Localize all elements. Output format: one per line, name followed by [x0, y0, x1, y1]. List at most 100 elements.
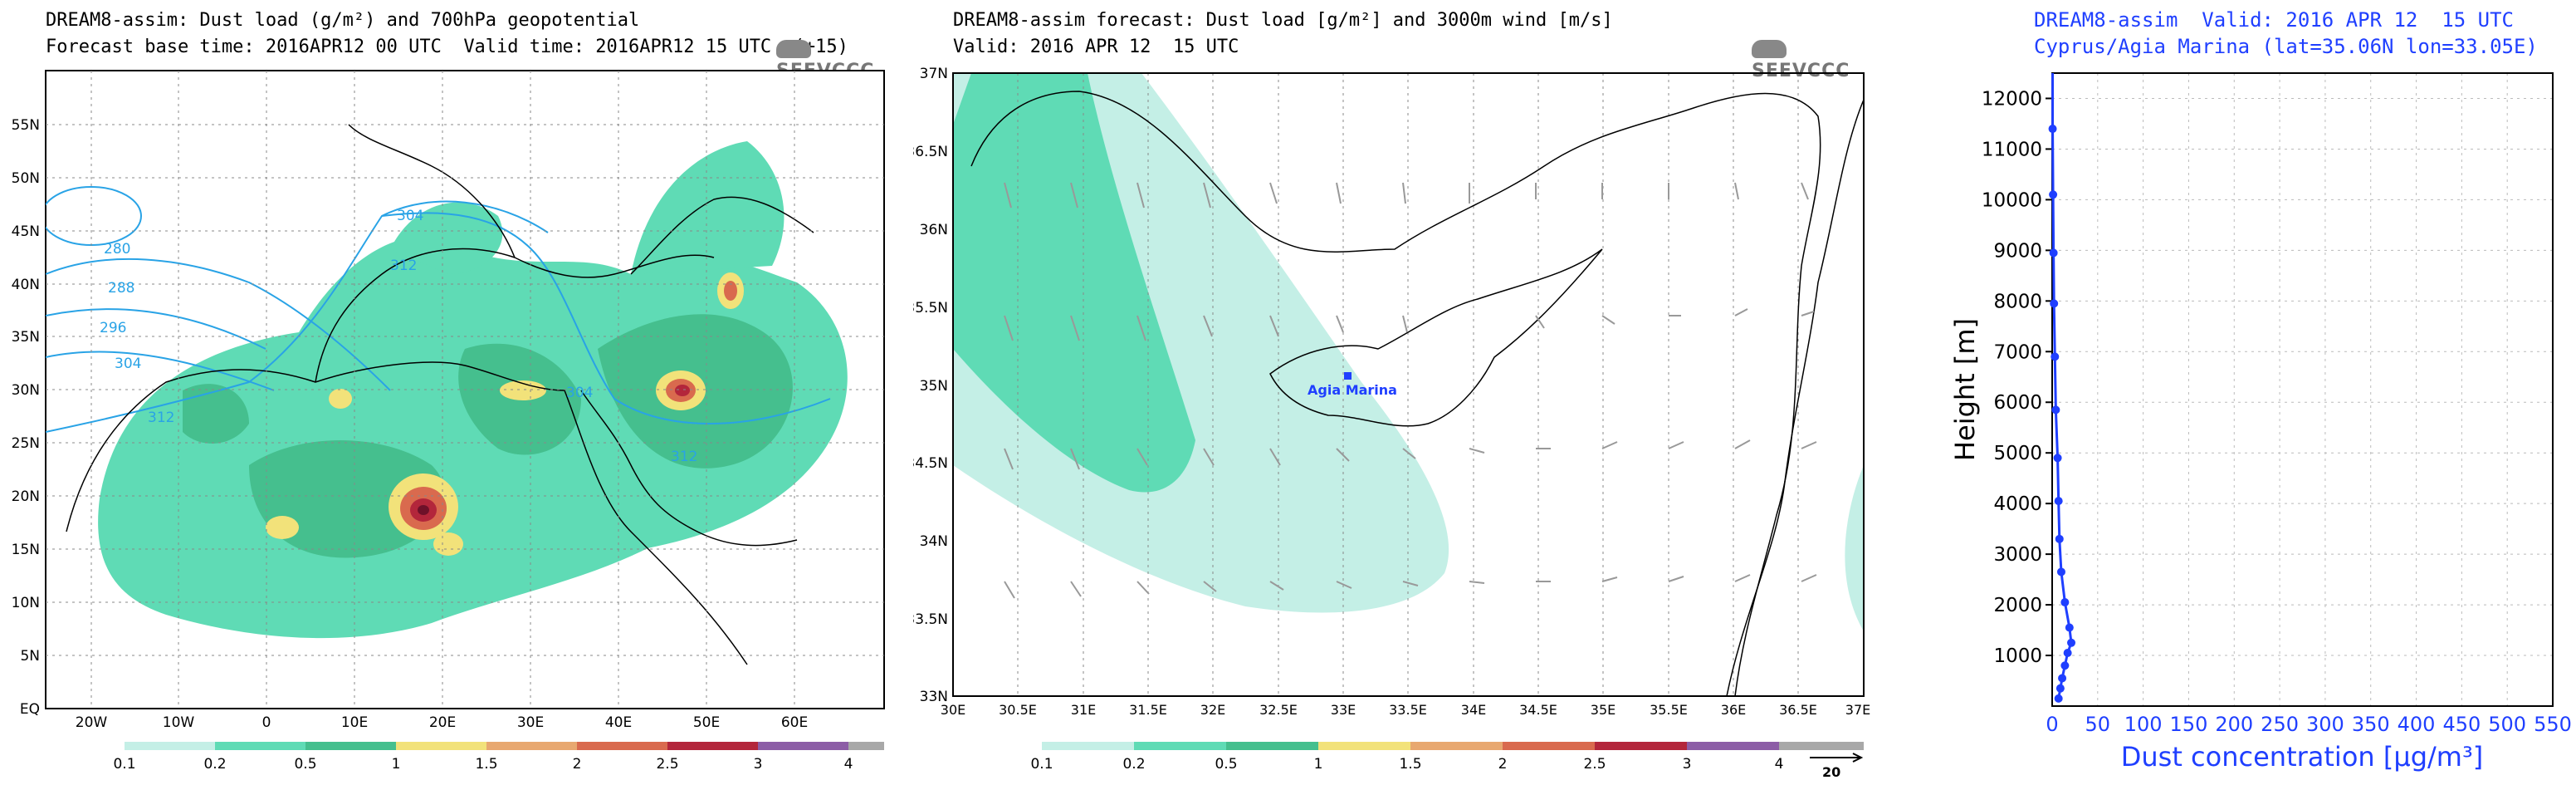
lat-label: 35N	[920, 378, 948, 395]
colorbar-label: 1	[392, 756, 401, 773]
profile-point	[2063, 648, 2072, 657]
profile-point	[2065, 623, 2074, 632]
profile-point	[2058, 674, 2067, 683]
lon-label: 31.5E	[1129, 702, 1167, 718]
y-tick-label: 7000	[1993, 341, 2042, 363]
map2-title-line2: Valid: 2016 APR 12 15 UTC	[953, 37, 1239, 57]
contour-label: 312	[390, 258, 417, 274]
lon-label: 33.5E	[1389, 702, 1427, 718]
x-tick-label: 450	[2442, 713, 2481, 736]
regional-map-panel: DREAM8-assim: Dust load (g/m²) and 700hP…	[0, 0, 897, 785]
y-tick-label: 8000	[1993, 291, 2042, 312]
map1-title-line1: DREAM8-assim: Dust load (g/m²) and 700hP…	[46, 10, 640, 31]
contour-label: 304	[115, 356, 141, 372]
lat-label: 35.5N	[913, 300, 948, 316]
lat-label: 36N	[920, 222, 948, 238]
x-tick-label: 300	[2306, 713, 2344, 736]
x-tick-label: 500	[2488, 713, 2526, 736]
profile-panel: DREAM8-assim Valid: 2016 APR 12 15 UTC C…	[1909, 0, 2576, 785]
contour-label: 296	[100, 320, 126, 336]
colorbar-label: 0.5	[294, 756, 316, 773]
profile-point	[2060, 661, 2070, 670]
colorbar-label: 0.5	[1215, 756, 1237, 773]
lat-label: 50N	[12, 170, 40, 187]
y-tick-label: 12000	[1982, 88, 2042, 110]
x-tick-label: 0	[2046, 713, 2058, 736]
x-axis-label: Dust concentration [µg/m³]	[2121, 741, 2484, 773]
lon-label: 33E	[1331, 702, 1356, 718]
colorbar-label: 2.5	[656, 756, 678, 773]
x-tick-label: 550	[2534, 713, 2572, 736]
contour-label: 304	[566, 385, 593, 401]
station-label: Agia Marina	[1308, 382, 1397, 398]
y-tick-label: 4000	[1993, 493, 2042, 515]
colorbar-label: 1.5	[1399, 756, 1421, 773]
x-tick-label: 400	[2398, 713, 2436, 736]
x-tick-label: 200	[2215, 713, 2253, 736]
lon-label: 36.5E	[1779, 702, 1817, 718]
colorbar-label: 0.1	[113, 756, 135, 773]
profile-point	[2053, 454, 2062, 463]
lat-label: 10N	[12, 595, 40, 611]
map2-title-line1: DREAM8-assim forecast: Dust load [g/m²] …	[953, 10, 1613, 31]
lat-label: 25N	[12, 435, 40, 452]
lat-label: 45N	[12, 223, 40, 240]
colorbar-label: 3	[754, 756, 763, 773]
lat-label: 30N	[12, 382, 40, 399]
contour-label: 304	[397, 208, 423, 224]
lon-label: 32E	[1200, 702, 1225, 718]
lon-label: 30E	[517, 714, 544, 731]
y-tick-label: 10000	[1982, 189, 2042, 211]
lon-label: 10W	[163, 714, 195, 731]
lat-label: 5N	[20, 648, 40, 665]
profile-point	[2051, 405, 2060, 415]
colorbar-label: 4	[1775, 756, 1784, 773]
profile-point	[2055, 684, 2065, 693]
x-tick-label: 50	[2085, 713, 2111, 736]
profile-point	[2051, 352, 2060, 361]
profile-point	[2049, 248, 2058, 258]
regional-dust-map: 280 288 296 304 312 304 312 304 312 55N …	[12, 70, 885, 773]
x-tick-label: 350	[2352, 713, 2390, 736]
lon-label: 32.5E	[1259, 702, 1298, 718]
wind-reference-label: 20	[1822, 764, 1840, 780]
y-tick-label: 11000	[1982, 139, 2042, 160]
lat-label: 20N	[12, 488, 40, 505]
profile-point	[2049, 190, 2058, 199]
y-axis-label: Height [m]	[1949, 318, 1981, 461]
lon-label: 34.5E	[1519, 702, 1557, 718]
cyprus-dust-map: Agia Marina 37N 36.5N 36N 35.5N 35N 34.5…	[913, 66, 1870, 780]
colorbar-label: 3	[1683, 756, 1692, 773]
cloud-icon	[1752, 40, 1787, 58]
y-tick-label: 5000	[1993, 443, 2042, 464]
lat-label: 36.5N	[913, 144, 948, 160]
lon-label: 35E	[1591, 702, 1615, 718]
lat-label: EQ	[20, 701, 40, 718]
profile-title: DREAM8-assim Valid: 2016 APR 12 15 UTC	[2034, 8, 2514, 32]
dust-profile-chart: 0 50 100 150 200 250 300 350 400 450 500 550 1000 20…	[1949, 72, 2572, 773]
lon-label: 30.5E	[999, 702, 1037, 718]
contour-label: 288	[108, 280, 134, 297]
lon-label: 10E	[341, 714, 368, 731]
lon-label: 35.5E	[1650, 702, 1688, 718]
contour-label: 280	[104, 241, 130, 258]
colorbar-label: 0.2	[1122, 756, 1145, 773]
y-tick-label: 6000	[1993, 392, 2042, 414]
profile-point	[2060, 598, 2070, 607]
cloud-icon	[776, 40, 811, 58]
colorbar-label: 2	[1498, 756, 1508, 773]
y-tick-label: 9000	[1993, 240, 2042, 262]
lon-label: 50E	[693, 714, 720, 731]
lon-label: 31E	[1071, 702, 1096, 718]
seevccc-logo: SEEVCCC	[1752, 40, 1876, 81]
lat-label: 55N	[12, 117, 40, 134]
lon-label: 20E	[429, 714, 456, 731]
map1-title-line2: Forecast base time: 2016APR12 00 UTC Val…	[46, 37, 848, 57]
station-marker	[1344, 372, 1352, 380]
lat-label: 40N	[12, 277, 40, 293]
colorbar-label: 0.1	[1030, 756, 1053, 773]
x-tick-label: 100	[2124, 713, 2163, 736]
lon-label: 36E	[1721, 702, 1746, 718]
profile-point	[2056, 567, 2065, 576]
lat-label: 33.5N	[913, 611, 948, 628]
